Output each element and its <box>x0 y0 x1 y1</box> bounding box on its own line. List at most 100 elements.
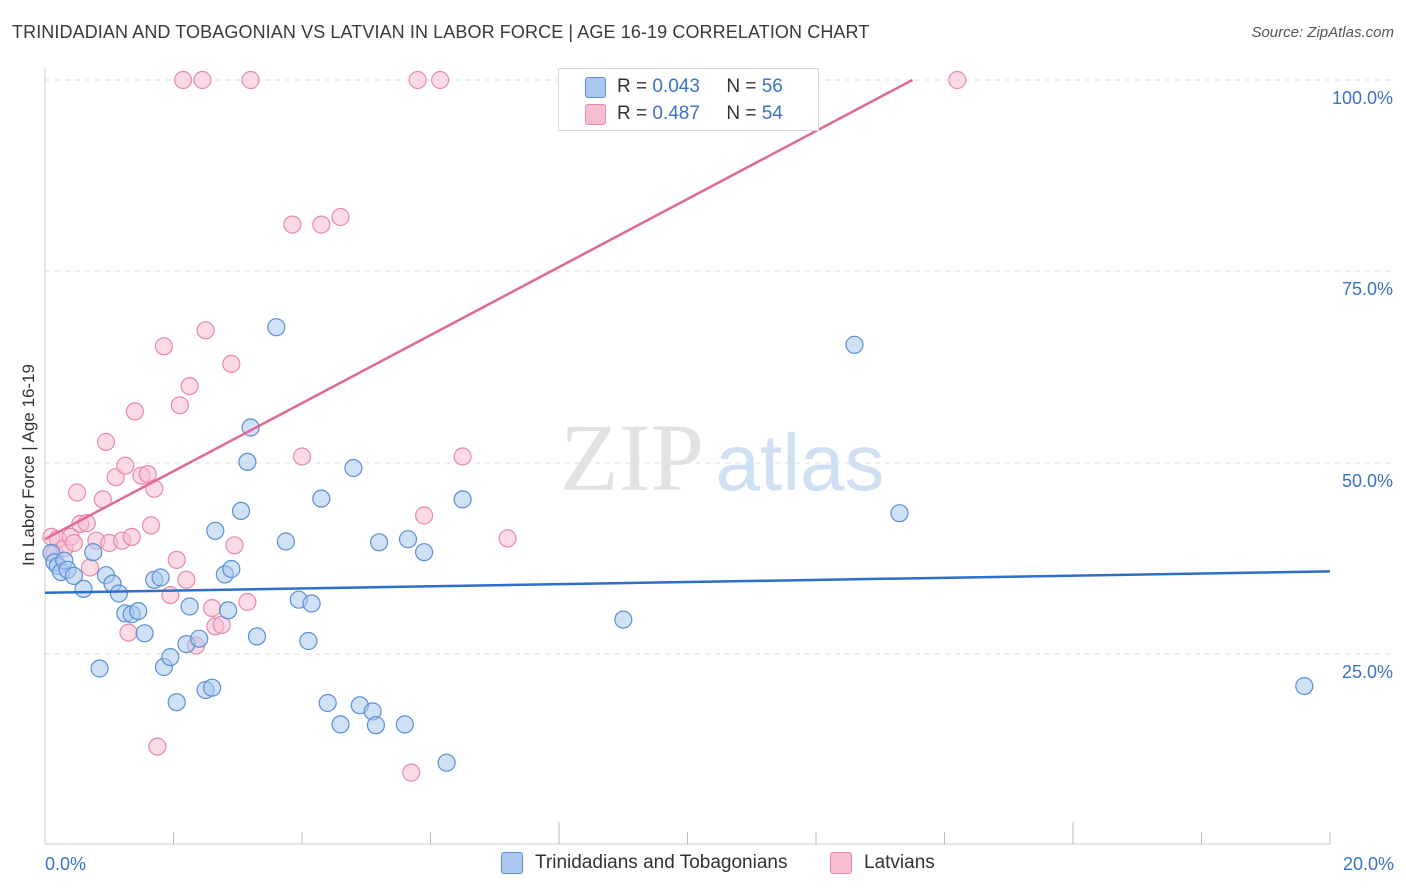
latvians-point <box>225 536 244 555</box>
latvians-point <box>154 337 173 356</box>
latvians-point <box>196 321 215 340</box>
trinidadians-point <box>344 458 363 478</box>
legend-item-latvians: Latvians <box>830 852 935 874</box>
y-tick-label: 75.0% <box>1342 279 1393 299</box>
latvians-point <box>96 432 116 452</box>
latvians-point <box>312 215 331 234</box>
trinidadians-point <box>190 629 209 648</box>
trendlines <box>44 78 1331 595</box>
latvians-point <box>292 447 312 466</box>
trinidadians-point <box>302 594 321 613</box>
trinidadians-point <box>74 579 93 599</box>
y-tick-label: 50.0% <box>1342 471 1393 491</box>
tick-labels: 25.0% 50.0% 75.0% 100.0% 0.0% 20.0% <box>45 88 1394 874</box>
legend-label-latvians: Latvians <box>864 852 935 873</box>
watermark-zip: ZIP <box>560 404 704 511</box>
trinidadians-point <box>370 533 389 552</box>
legend-n-value: 56 <box>761 76 783 97</box>
trinidadians-point <box>238 452 257 471</box>
latvians-point <box>122 527 141 547</box>
trinidadians-point <box>415 543 434 562</box>
trinidadians-point <box>318 693 337 713</box>
legend-n-label: N = <box>726 76 757 97</box>
latvians-point <box>170 396 189 415</box>
legend-swatch-pink <box>830 852 852 874</box>
latvians-point <box>948 70 967 90</box>
trinidadians-point <box>135 624 154 643</box>
latvians-point <box>119 623 138 642</box>
x-tick-label: 0.0% <box>45 854 86 874</box>
trinidadians-point <box>84 543 103 562</box>
trinidadians-point <box>203 678 222 697</box>
axes-layer <box>44 68 1331 845</box>
latvians-point <box>283 215 302 234</box>
y-tick-label: 100.0% <box>1332 88 1393 108</box>
trinidadians-point <box>890 504 909 523</box>
latvians-point <box>116 456 135 475</box>
legend-n-label: N = <box>726 103 757 124</box>
trinidadians-point <box>129 601 148 621</box>
latvians-point <box>453 447 472 466</box>
trinidadians-point <box>109 584 129 603</box>
legend-n-value: 54 <box>761 103 783 124</box>
trinidadians-point <box>64 566 84 586</box>
latvians-point <box>174 70 193 90</box>
trendline-latvians <box>44 78 913 541</box>
trinidadians-point <box>167 693 186 712</box>
source-label: Source: ZipAtlas.com <box>1251 24 1394 41</box>
legend-r-label: R = <box>617 103 648 124</box>
trinidadians-point <box>331 715 350 734</box>
legend-r-label: R = <box>617 76 648 97</box>
legend-r-value: 0.487 <box>652 103 700 124</box>
trinidadians-point <box>222 559 241 579</box>
latvians-point <box>64 533 84 553</box>
latvians-point <box>415 506 434 525</box>
latvians-point <box>125 402 144 421</box>
chart-title: TRINIDADIAN AND TOBAGONIAN VS LATVIAN IN… <box>12 22 870 42</box>
trinidadians-points <box>42 318 1314 772</box>
trinidadians-point <box>366 716 385 735</box>
legend-swatch-pink <box>585 104 606 125</box>
legend-item-trinidadians: Trinidadians and Tobagonians <box>501 852 787 874</box>
trinidadians-point <box>398 530 418 549</box>
trinidadians-point <box>231 501 251 520</box>
trinidadians-point <box>299 631 318 651</box>
correlation-legend: R = 0.043 N = 56 R = 0.487 N = 54 <box>558 68 819 131</box>
trinidadians-point <box>1295 676 1314 696</box>
grid-layer <box>45 79 1394 655</box>
watermark: ZIP atlas <box>560 404 884 511</box>
trinidadians-point <box>161 647 180 667</box>
latvians-point <box>141 516 161 535</box>
trinidadians-point <box>453 490 472 509</box>
latvians-point <box>177 570 196 589</box>
latvians-point <box>67 483 87 502</box>
trinidadians-point <box>267 318 286 337</box>
trinidadians-point <box>247 627 267 646</box>
trinidadians-point <box>312 489 331 508</box>
trinidadians-point <box>437 753 456 772</box>
trendline-trinidadians <box>44 570 1331 595</box>
latvians-point <box>498 529 517 548</box>
trinidadians-point <box>395 715 414 734</box>
latvians-point <box>238 592 257 612</box>
trinidadians-point <box>614 610 633 629</box>
latvians-point <box>431 70 450 90</box>
legend-swatch-blue <box>585 77 606 98</box>
trinidadians-point <box>151 568 170 587</box>
latvians-point <box>193 70 212 90</box>
trinidadians-point <box>206 521 225 540</box>
legend-swatch-blue <box>501 852 523 874</box>
latvians-point <box>203 598 222 618</box>
latvians-point <box>331 207 350 227</box>
latvians-point <box>148 737 167 756</box>
trinidadians-point <box>90 659 109 678</box>
trinidadians-point <box>276 532 295 551</box>
latvians-point <box>222 354 241 373</box>
trinidadians-point <box>845 335 864 354</box>
latvians-point <box>402 763 421 782</box>
latvians-point <box>241 70 260 90</box>
latvians-point <box>408 70 427 90</box>
y-tick-label: 25.0% <box>1342 662 1393 682</box>
latvians-point <box>180 377 199 396</box>
watermark-atlas: atlas <box>716 418 885 507</box>
